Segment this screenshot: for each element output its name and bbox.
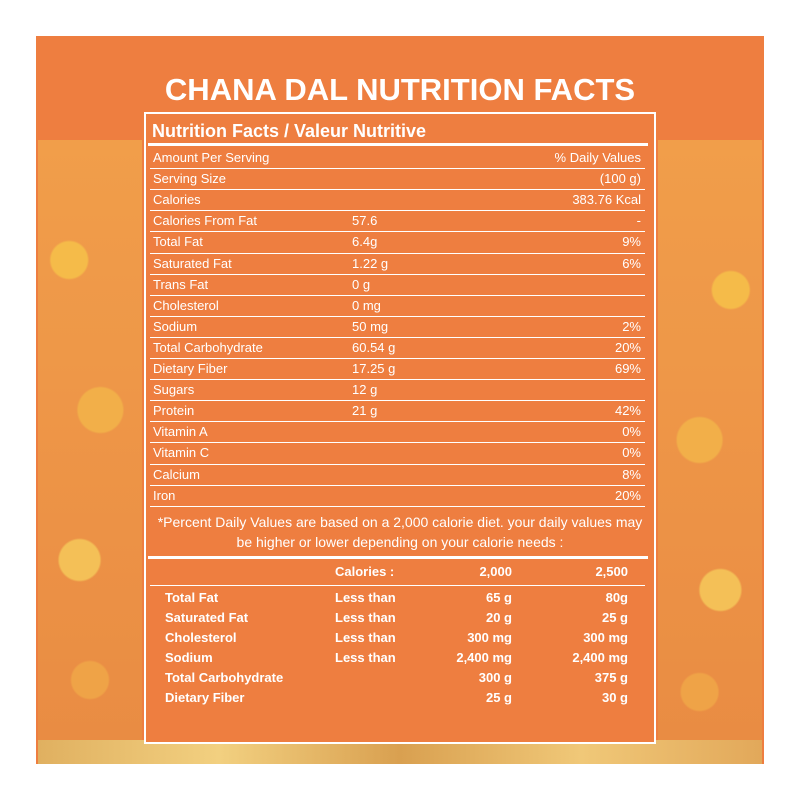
row-label: Total Fat xyxy=(153,234,203,250)
footnote: *Percent Daily Values are based on a 2,0… xyxy=(157,514,643,550)
daily-2500: 300 mg xyxy=(583,630,628,645)
rule xyxy=(150,189,645,191)
daily-2000: 300 mg xyxy=(467,630,512,645)
daily-2500: 25 g xyxy=(601,610,628,625)
rule xyxy=(150,336,645,338)
rule xyxy=(150,585,645,586)
row-amount: 1.22 g xyxy=(352,255,389,271)
daily-2000: 20 g xyxy=(485,610,512,625)
row-dv: 383.76 Kcal xyxy=(572,192,641,208)
row-amount: 0 mg xyxy=(352,297,381,313)
rule xyxy=(148,143,648,146)
row-dv: 20% xyxy=(614,339,641,355)
rule xyxy=(150,168,645,170)
daily-label: Cholesterol xyxy=(165,630,237,645)
daily-limit: Less than xyxy=(335,650,396,665)
row-amount: 60.54 g xyxy=(352,339,396,355)
daily-header: 2,000 xyxy=(479,564,512,579)
rule xyxy=(150,273,645,275)
table-box xyxy=(144,112,656,744)
rule xyxy=(150,315,645,317)
rule xyxy=(150,421,645,423)
row-label: Calories From Fat xyxy=(153,213,258,229)
row-amount: 50 mg xyxy=(352,318,389,334)
rule xyxy=(148,556,648,559)
rule xyxy=(150,252,645,254)
daily-limit: Less than xyxy=(335,630,396,645)
row-label: Calcium xyxy=(153,466,200,482)
daily-2000: 25 g xyxy=(485,690,512,705)
row-label: Protein xyxy=(153,403,195,419)
rule xyxy=(150,442,645,444)
row-label: Saturated Fat xyxy=(153,255,232,271)
row-dv: 69% xyxy=(614,361,641,376)
daily-limit: Less than xyxy=(335,610,396,625)
rule xyxy=(150,484,645,486)
row-label: Trans Fat xyxy=(153,276,209,292)
daily-label: Total Carbohydrate xyxy=(165,670,284,685)
rule xyxy=(150,210,645,212)
daily-2000: 65 g xyxy=(485,590,512,605)
row-dv: % Daily Values xyxy=(554,150,641,165)
row-dv: 8% xyxy=(622,466,641,482)
rule xyxy=(150,463,645,465)
row-amount: 21 g xyxy=(352,403,378,419)
row-dv: 6% xyxy=(622,255,641,271)
row-amount: 17.25 g xyxy=(352,361,396,376)
right-dal-image xyxy=(658,140,762,740)
row-dv: - xyxy=(636,213,641,229)
row-dv: 2% xyxy=(622,318,641,334)
row-dv: 0% xyxy=(622,424,641,440)
daily-2500: 2,400 mg xyxy=(572,650,628,665)
row-dv: 20% xyxy=(614,487,641,503)
rule xyxy=(150,400,645,402)
row-amount: 0 g xyxy=(352,276,371,292)
row-label: Dietary Fiber xyxy=(153,361,228,376)
left-dal-image xyxy=(38,140,142,740)
daily-label: Dietary Fiber xyxy=(165,690,245,705)
row-dv: 9% xyxy=(622,234,641,250)
daily-2000: 2,400 mg xyxy=(456,650,512,665)
frame xyxy=(34,34,766,766)
daily-2500: 30 g xyxy=(601,690,628,705)
daily-label: Total Fat xyxy=(165,590,219,605)
row-label: Vitamin A xyxy=(153,424,208,440)
rule xyxy=(150,358,645,359)
row-label: Calories xyxy=(153,192,201,208)
daily-label: Saturated Fat xyxy=(165,610,249,625)
row-dv: 0% xyxy=(622,445,641,461)
daily-2000: 300 g xyxy=(478,670,512,685)
daily-header: Calories : xyxy=(335,564,395,579)
title: CHANA DAL NUTRITION FACTS xyxy=(164,72,636,107)
row-dv: (100 g) xyxy=(599,171,641,187)
row-amount: 6.4g xyxy=(352,234,378,250)
daily-header: 2,500 xyxy=(595,564,628,579)
daily-2500: 375 g xyxy=(594,670,628,685)
daily-label: Sodium xyxy=(165,650,213,665)
bottom-dal-strip xyxy=(38,740,762,764)
row-label: Sodium xyxy=(153,318,198,334)
rule xyxy=(150,294,645,296)
row-label: Sugars xyxy=(153,382,195,398)
row-label: Cholesterol xyxy=(153,297,219,313)
daily-limit: Less than xyxy=(335,590,396,605)
daily-2500: 80g xyxy=(605,590,628,605)
row-label: Total Carbohydrate xyxy=(153,339,263,355)
row-label: Iron xyxy=(153,487,176,503)
table-heading: Nutrition Facts / Valeur Nutritive xyxy=(152,121,427,141)
rule xyxy=(150,505,645,507)
row-amount: 57.6 xyxy=(352,213,378,229)
row-amount: 12 g xyxy=(352,382,378,398)
row-dv: 42% xyxy=(614,403,641,419)
row-label: Vitamin C xyxy=(153,445,210,461)
row-label: Serving Size xyxy=(153,171,226,187)
row-label: Amount Per Serving xyxy=(153,150,270,165)
rule xyxy=(150,379,645,381)
rule xyxy=(150,231,645,233)
